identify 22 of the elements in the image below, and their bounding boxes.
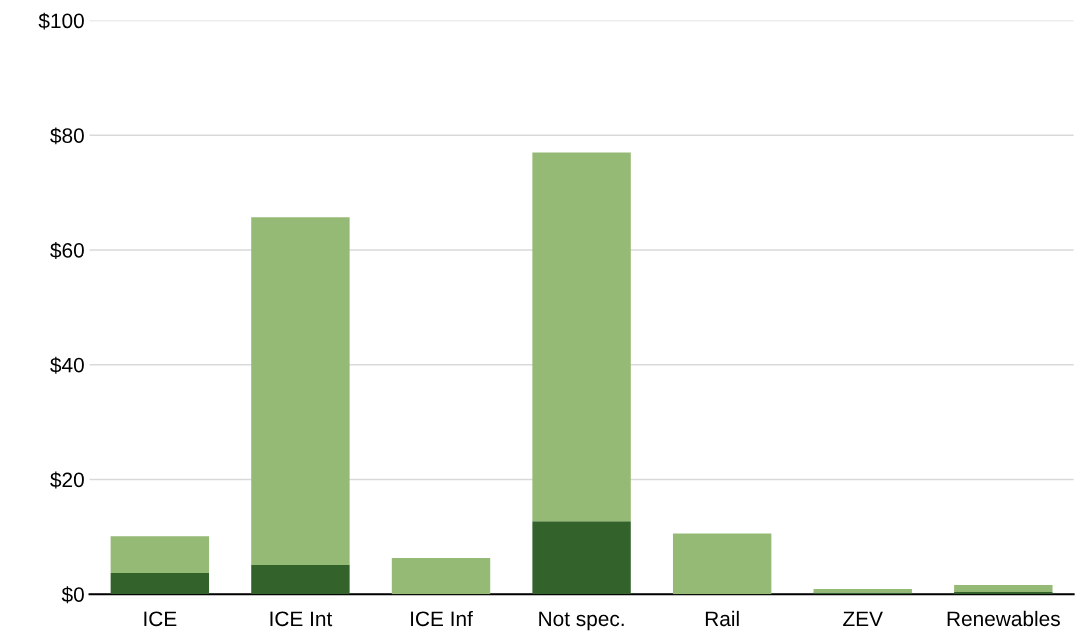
bar <box>532 521 631 595</box>
x-tick-label: Not spec. <box>539 611 624 631</box>
bar <box>954 585 1053 592</box>
bar <box>251 217 350 565</box>
x-tick-label: Renewables <box>947 610 1060 627</box>
y-tick-label: $0 <box>61 586 84 604</box>
x-tick-label: ZEV <box>843 611 883 626</box>
bar <box>672 533 772 595</box>
y-tick-label: $100 <box>38 12 84 30</box>
y-tick-label: $40 <box>50 356 84 374</box>
y-tick-label: $60 <box>50 242 84 259</box>
y-tick-label: $80 <box>50 127 84 145</box>
bar <box>532 152 631 522</box>
x-tick-label: Rail <box>705 610 739 627</box>
bar <box>110 572 210 595</box>
bar <box>391 558 491 595</box>
x-tick-label: ICE Inf <box>411 610 473 627</box>
y-tick-label: $20 <box>50 471 84 489</box>
x-tick-label: ICE <box>144 611 177 627</box>
bar <box>251 564 350 595</box>
bar <box>110 536 210 573</box>
x-tick-label: ICE Int <box>270 611 333 627</box>
